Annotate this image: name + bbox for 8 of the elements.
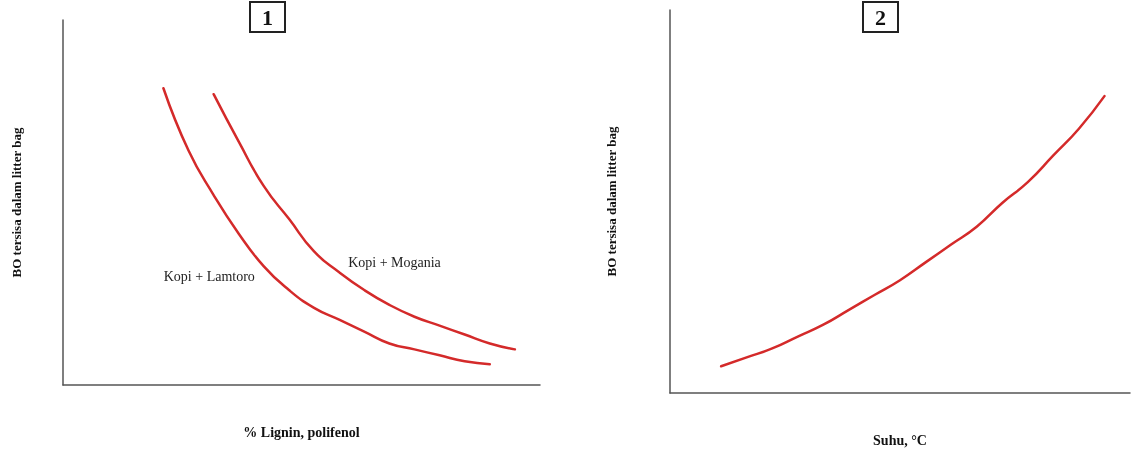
series-label: Kopi + Mogania — [348, 254, 442, 270]
chart-title: 2 — [875, 4, 886, 30]
y-axis-title: BO tersisa dalam litter bag — [9, 127, 24, 278]
series-label: Kopi + Lamtoro — [163, 268, 255, 284]
x-axis-title: Suhu, °C — [873, 432, 927, 448]
y-axis-title: BO tersisa dalam litter bag — [604, 126, 619, 277]
x-axis-title: % Lignin, polifenol — [243, 424, 360, 440]
chart-title: 1 — [262, 4, 273, 30]
